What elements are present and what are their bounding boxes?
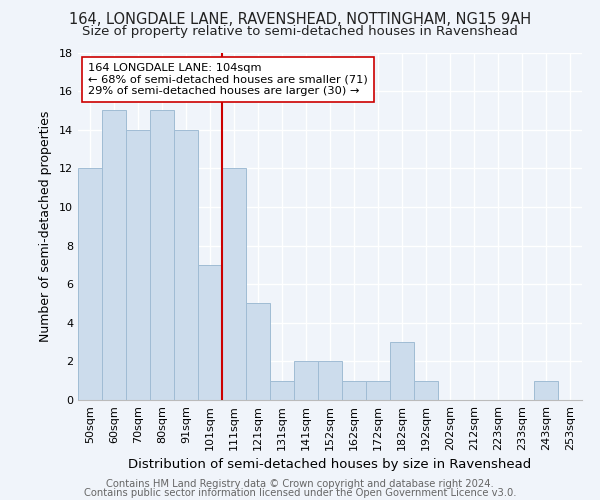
- Bar: [534, 380, 558, 400]
- Bar: [390, 342, 414, 400]
- Bar: [342, 380, 366, 400]
- Bar: [222, 168, 246, 400]
- Bar: [366, 380, 390, 400]
- Text: 164, LONGDALE LANE, RAVENSHEAD, NOTTINGHAM, NG15 9AH: 164, LONGDALE LANE, RAVENSHEAD, NOTTINGH…: [69, 12, 531, 28]
- Bar: [270, 380, 294, 400]
- Bar: [126, 130, 150, 400]
- Bar: [198, 265, 222, 400]
- Text: Size of property relative to semi-detached houses in Ravenshead: Size of property relative to semi-detach…: [82, 25, 518, 38]
- Bar: [318, 362, 342, 400]
- Y-axis label: Number of semi-detached properties: Number of semi-detached properties: [39, 110, 52, 342]
- X-axis label: Distribution of semi-detached houses by size in Ravenshead: Distribution of semi-detached houses by …: [128, 458, 532, 471]
- Bar: [174, 130, 198, 400]
- Text: 164 LONGDALE LANE: 104sqm
← 68% of semi-detached houses are smaller (71)
29% of : 164 LONGDALE LANE: 104sqm ← 68% of semi-…: [88, 63, 368, 96]
- Bar: [294, 362, 318, 400]
- Text: Contains public sector information licensed under the Open Government Licence v3: Contains public sector information licen…: [84, 488, 516, 498]
- Bar: [414, 380, 438, 400]
- Bar: [102, 110, 126, 400]
- Text: Contains HM Land Registry data © Crown copyright and database right 2024.: Contains HM Land Registry data © Crown c…: [106, 479, 494, 489]
- Bar: [246, 304, 270, 400]
- Bar: [78, 168, 102, 400]
- Bar: [150, 110, 174, 400]
